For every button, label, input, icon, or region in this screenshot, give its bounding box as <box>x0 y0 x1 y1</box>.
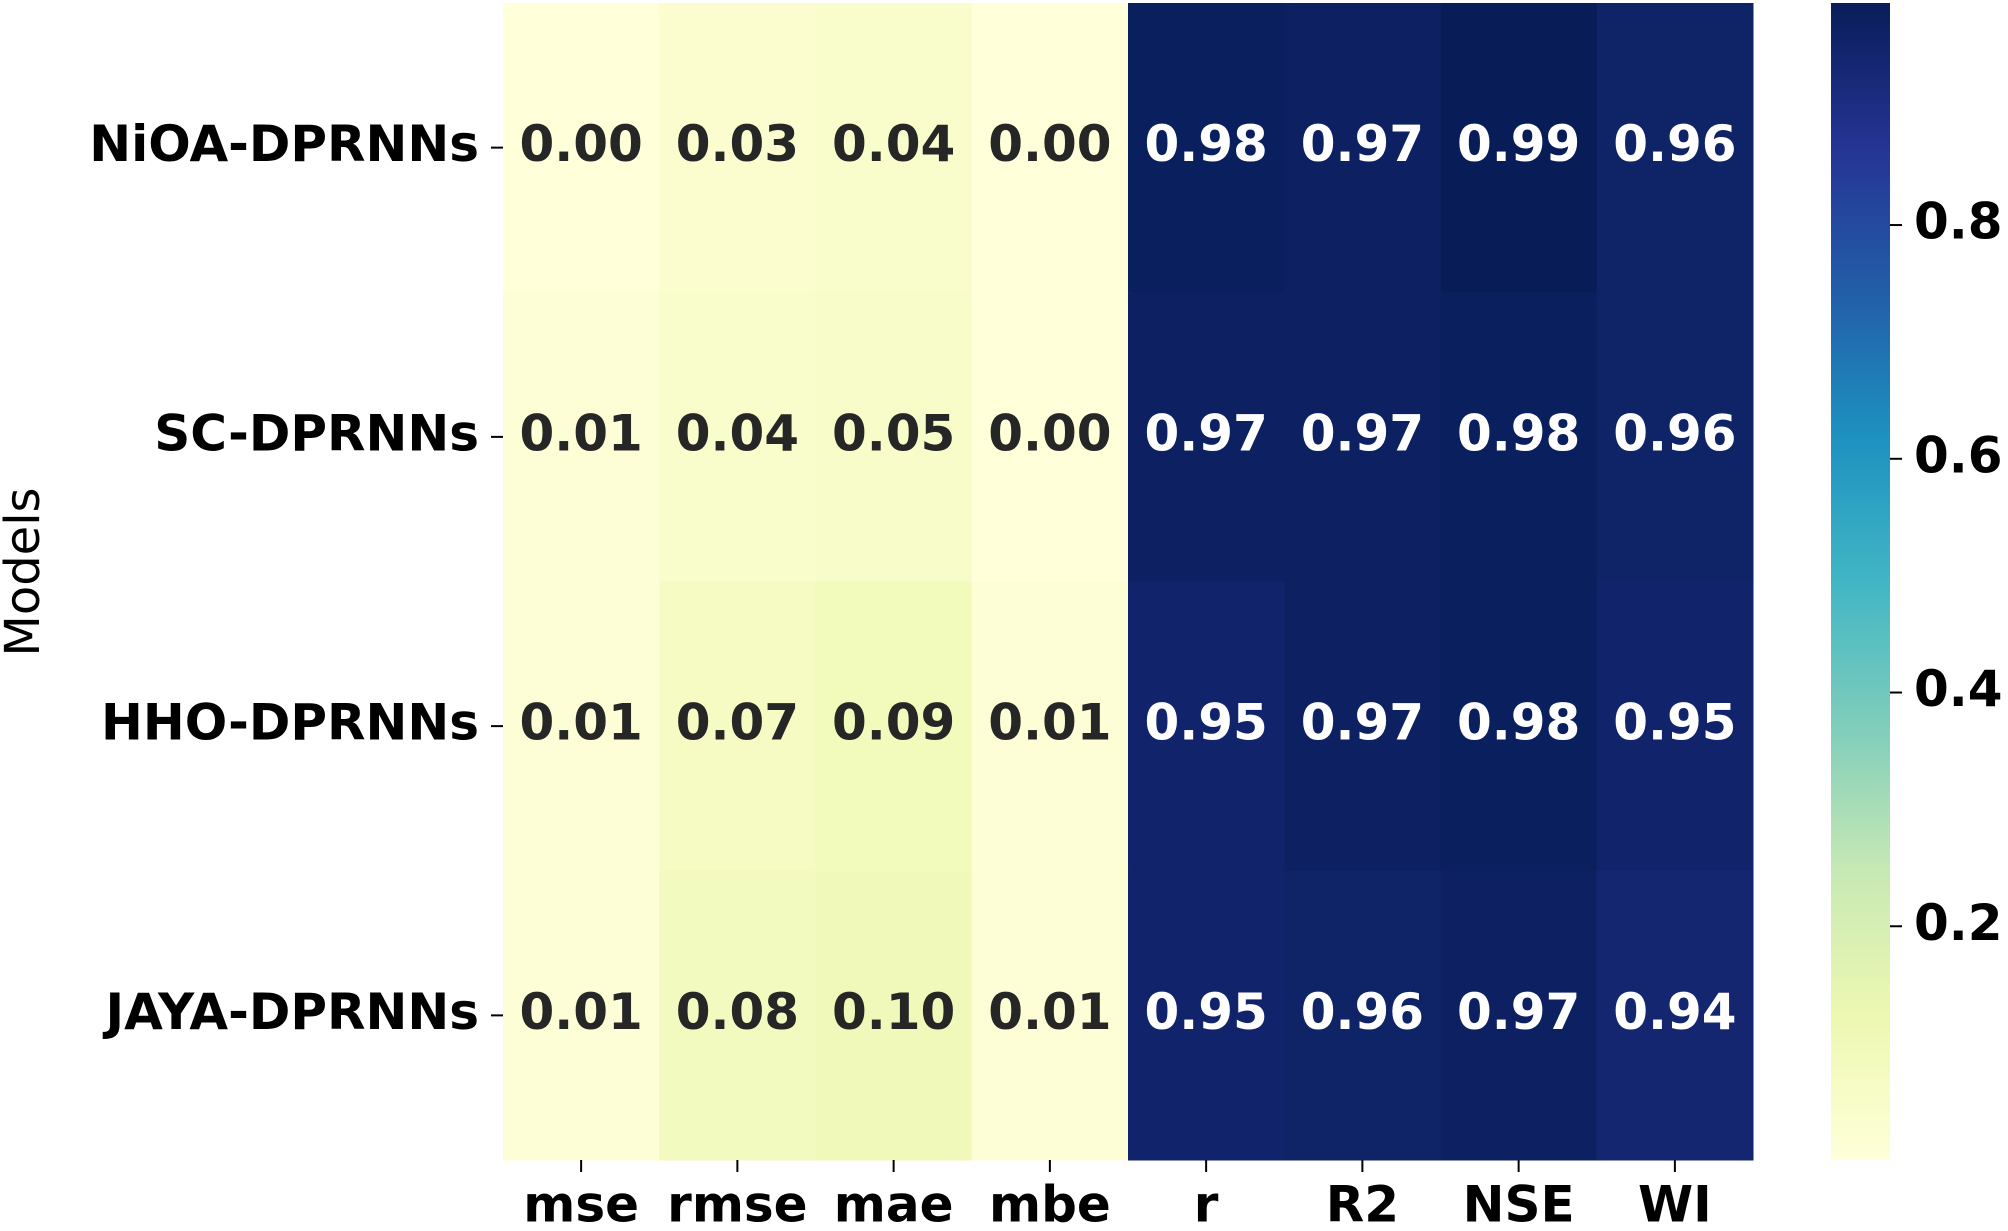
heatmap-cell <box>659 292 816 582</box>
cell-label: 0.97 <box>1301 404 1424 462</box>
heatmap-cell <box>1128 3 1285 293</box>
cell-label: 0.95 <box>1144 694 1267 752</box>
heatmap-cell <box>1440 292 1598 582</box>
cell-label: 0.09 <box>832 694 955 752</box>
heatmap-cell <box>1440 870 1598 1161</box>
cell-label: 0.96 <box>1613 404 1736 462</box>
cell-label: 0.97 <box>1301 694 1424 752</box>
y-tick-label: SC-DPRNNs <box>154 404 479 462</box>
heatmap-cell <box>1440 3 1598 293</box>
heatmap-cell <box>659 870 816 1161</box>
cell-label: 0.94 <box>1613 983 1736 1041</box>
heatmap-cell <box>1596 3 1754 293</box>
cell-label: 0.08 <box>676 983 799 1041</box>
heatmap-cell <box>1284 581 1441 872</box>
heatmap-cell <box>659 3 816 293</box>
heatmap-cell <box>815 870 973 1161</box>
x-tick-label: NSE <box>1463 1176 1575 1231</box>
cell-label: 0.97 <box>1301 115 1424 173</box>
x-tick-label: mae <box>834 1176 954 1231</box>
colorbar-tick-label: 0.2 <box>1914 894 2003 952</box>
cell-label: 0.05 <box>832 404 955 462</box>
heatmap-cell <box>1440 581 1598 872</box>
cell-label: 0.00 <box>988 115 1111 173</box>
heatmap-cell <box>1128 581 1285 872</box>
heatmap-cell <box>971 292 1129 582</box>
heatmap-cell <box>503 581 660 872</box>
y-tick-label: HHO-DPRNNs <box>101 694 479 752</box>
x-tick-label: rmse <box>667 1176 807 1231</box>
x-tick-label: WI <box>1638 1176 1712 1231</box>
heatmap-cell <box>815 3 973 293</box>
cell-label: 0.98 <box>1144 115 1267 173</box>
cell-label: 0.98 <box>1457 694 1580 752</box>
cell-label: 0.99 <box>1457 115 1580 173</box>
y-tick-label: JAYA-DPRNNs <box>103 983 480 1041</box>
heatmap-cell <box>971 3 1129 293</box>
x-tick-label: r <box>1194 1176 1219 1231</box>
y-tick-label: NiOA-DPRNNs <box>89 115 479 173</box>
cell-label: 0.01 <box>988 694 1111 752</box>
x-tick-label: R2 <box>1326 1176 1399 1231</box>
heatmap-cell <box>815 292 973 582</box>
heatmap-cell <box>503 292 660 582</box>
heatmap-cell <box>1596 870 1754 1161</box>
cell-label: 0.10 <box>832 983 955 1041</box>
cell-label: 0.98 <box>1457 404 1580 462</box>
heatmap-cell <box>815 581 973 872</box>
heatmap-cell <box>503 3 660 293</box>
cell-label: 0.01 <box>988 983 1111 1041</box>
cell-label: 0.00 <box>988 404 1111 462</box>
cell-label: 0.96 <box>1613 115 1736 173</box>
x-tick-label: mbe <box>989 1176 1111 1231</box>
colorbar-tick-label: 0.6 <box>1914 426 2003 484</box>
cell-label: 0.01 <box>519 694 642 752</box>
cell-label: 0.04 <box>676 404 799 462</box>
cell-label: 0.03 <box>676 115 799 173</box>
cell-label: 0.01 <box>519 404 642 462</box>
cell-label: 0.07 <box>676 694 799 752</box>
x-tick-label: mse <box>523 1176 639 1231</box>
heatmap-cell <box>1284 292 1441 582</box>
cell-label: 0.95 <box>1613 694 1736 752</box>
heatmap-cell <box>659 581 816 872</box>
heatmap-cell <box>1284 3 1441 293</box>
heatmap-cell <box>971 870 1129 1161</box>
heatmap-cell <box>971 581 1129 872</box>
heatmap-cell <box>1596 292 1754 582</box>
cell-label: 0.00 <box>519 115 642 173</box>
heatmap-cell <box>1128 292 1285 582</box>
heatmap-cell <box>503 870 660 1161</box>
heatmap-cell <box>1284 870 1441 1161</box>
colorbar-tick-label: 0.4 <box>1914 660 2003 718</box>
colorbar-tick-label: 0.8 <box>1914 193 2003 251</box>
heatmap-cell <box>1128 870 1285 1161</box>
cell-label: 0.96 <box>1301 983 1424 1041</box>
cell-label: 0.04 <box>832 115 955 173</box>
cell-label: 0.97 <box>1457 983 1580 1041</box>
heatmap-cell <box>1596 581 1754 872</box>
cell-label: 0.97 <box>1144 404 1267 462</box>
y-axis-label: Models <box>0 487 51 656</box>
cell-label: 0.01 <box>519 983 642 1041</box>
cell-label: 0.95 <box>1144 983 1267 1041</box>
colorbar <box>1831 3 1890 1160</box>
